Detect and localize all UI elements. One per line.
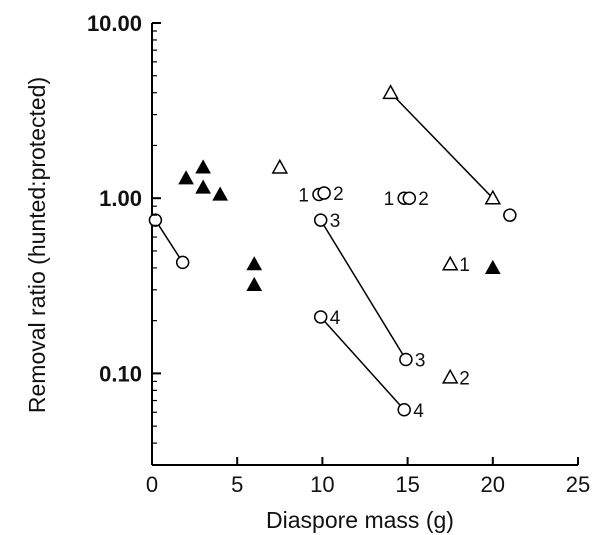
open-triangle-point: [441, 255, 459, 271]
filled-triangle-point: [484, 259, 501, 275]
y-axis-title: Removal ratio (hunted:protected): [24, 77, 50, 413]
open-circle-point: [399, 352, 413, 367]
point-label: 4: [413, 401, 424, 422]
filled-triangle-point: [178, 170, 194, 185]
point-label: 3: [330, 211, 341, 232]
point-label: 1: [298, 185, 309, 206]
open-circle-point: [317, 186, 331, 200]
y-tick-label: 1.00: [99, 186, 142, 211]
point-labels: 1 2 1 2 3 4 1 2 3 4: [298, 184, 469, 422]
point-label: 2: [418, 189, 429, 210]
open-circle-point: [313, 310, 328, 324]
connecting-lines: [154, 92, 494, 411]
connector-line: [320, 219, 407, 360]
filled-triangle-point: [195, 179, 211, 194]
data-markers: [148, 84, 517, 417]
filled-triangle-point: [212, 186, 229, 201]
open-circle-point: [503, 208, 517, 222]
point-label: 2: [333, 184, 344, 205]
point-label: 1: [384, 189, 395, 210]
x-axis-title: Diaspore mass (g): [266, 507, 454, 533]
x-tick-label: 20: [481, 472, 505, 497]
x-tick-label: 5: [231, 472, 243, 497]
x-tick-label: 25: [566, 472, 590, 497]
y-axis-ticks: 0.10 1.00 10.00: [87, 11, 161, 466]
connector-line: [320, 316, 405, 411]
filled-triangle-point: [246, 276, 263, 291]
open-circle-point: [402, 191, 417, 205]
x-tick-label: 15: [395, 472, 419, 497]
connector-line: [154, 219, 184, 263]
open-circle-point: [175, 255, 190, 270]
open-circle-point: [313, 213, 328, 227]
x-axis-ticks: 0 5 10 15 20 25: [146, 457, 590, 497]
point-label: 2: [459, 368, 470, 389]
open-circle-point: [397, 403, 411, 417]
point-label: 4: [330, 308, 341, 329]
open-triangle-point: [484, 189, 502, 205]
y-tick-label: 10.00: [87, 11, 142, 36]
y-tick-label: 0.10: [99, 361, 142, 386]
point-label: 1: [459, 255, 470, 276]
filled-triangle-point: [195, 159, 211, 174]
open-circle-point: [148, 213, 163, 227]
x-tick-label: 0: [146, 472, 158, 497]
open-triangle-point: [441, 368, 459, 384]
point-label: 3: [415, 351, 426, 372]
connector-line: [390, 92, 494, 199]
plot-frame: [151, 23, 578, 466]
open-triangle-point: [271, 158, 289, 174]
open-triangle-point: [382, 84, 399, 100]
x-tick-label: 10: [310, 472, 334, 497]
filled-triangle-point: [246, 256, 263, 271]
